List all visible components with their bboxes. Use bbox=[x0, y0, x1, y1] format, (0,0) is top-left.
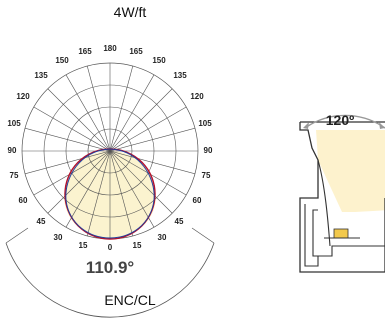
polar-diagram: 0 15 15 30 30 45 45 60 60 75 75 90 90 10… bbox=[5, 44, 215, 318]
angle-label-120-right: 120 bbox=[190, 92, 204, 101]
polar-grid-spokes bbox=[22, 63, 198, 239]
angle-label-60-right: 60 bbox=[193, 196, 202, 205]
angle-label-45-left: 45 bbox=[37, 217, 46, 226]
polar-scale-arc bbox=[5, 242, 215, 318]
angle-label-60-left: 60 bbox=[19, 196, 28, 205]
angle-label-105-right: 105 bbox=[198, 119, 212, 128]
angle-label-135-left: 135 bbox=[34, 71, 48, 80]
beam-angle-readout: 110.9° bbox=[86, 258, 135, 277]
led-chip bbox=[333, 228, 349, 239]
angle-label-45-right: 45 bbox=[175, 217, 184, 226]
light-glow bbox=[316, 130, 385, 212]
angle-label-15-right: 15 bbox=[133, 241, 142, 250]
lens-label: ENC/CL bbox=[104, 292, 156, 308]
angle-label-90-right: 90 bbox=[204, 146, 213, 155]
angle-label-30-right: 30 bbox=[158, 233, 167, 242]
angle-label-75-right: 75 bbox=[202, 171, 211, 180]
angle-label-90-left: 90 bbox=[8, 146, 17, 155]
angle-label-30-left: 30 bbox=[54, 233, 63, 242]
angle-label-165-left: 165 bbox=[78, 47, 92, 56]
beam-angle-arrow bbox=[304, 114, 385, 129]
angle-label-165-right: 165 bbox=[129, 47, 143, 56]
angle-label-180: 180 bbox=[103, 44, 117, 53]
angle-label-75-left: 75 bbox=[10, 171, 19, 180]
distribution-curve-blue bbox=[65, 148, 155, 239]
angle-label-0: 0 bbox=[108, 243, 113, 252]
angle-label-105-left: 105 bbox=[7, 119, 21, 128]
channel-profile: 120º bbox=[299, 112, 385, 273]
polar-grid-spoke bbox=[86, 65, 134, 237]
angle-label-150-right: 150 bbox=[152, 56, 166, 65]
angle-label-150-left: 150 bbox=[55, 56, 69, 65]
channel-beam-angle: 120º bbox=[326, 112, 354, 128]
power-label: 4W/ft bbox=[113, 4, 147, 20]
angle-label-120-left: 120 bbox=[16, 92, 30, 101]
angle-label-135-right: 135 bbox=[173, 71, 187, 80]
angle-label-15-left: 15 bbox=[79, 241, 88, 250]
